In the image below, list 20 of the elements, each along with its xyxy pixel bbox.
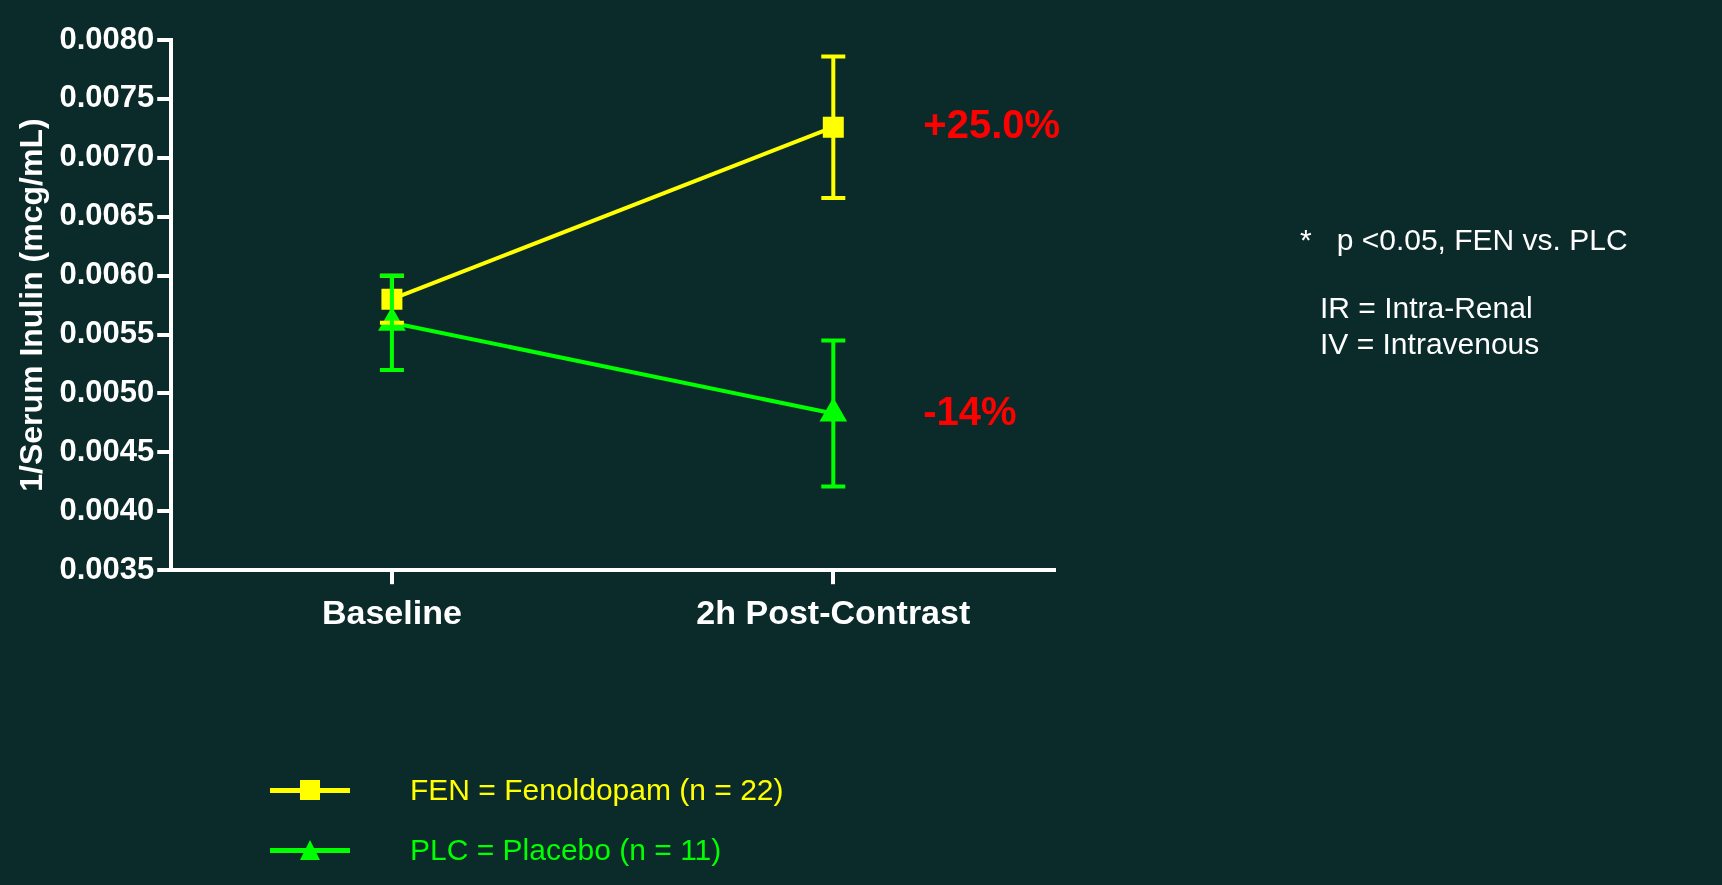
- y-tick-label: 0.0080: [59, 20, 155, 56]
- y-tick-label: 0.0035: [59, 550, 155, 586]
- y-tick-label: 0.0070: [59, 138, 155, 174]
- y-tick-label: 0.0075: [59, 79, 155, 115]
- legend-label: PLC = Placebo (n = 11): [410, 833, 722, 867]
- y-axis-title: 1/Serum Inulin (mcg/mL): [13, 118, 50, 492]
- y-tick-label: 0.0045: [59, 432, 155, 468]
- y-tick-label: 0.0040: [59, 491, 155, 527]
- y-tick-label: 0.0055: [59, 315, 155, 351]
- x-tick-label: 2h Post-Contrast: [696, 592, 971, 631]
- legend-label: FEN = Fenoldopam (n = 22): [410, 773, 784, 807]
- text: * p <0.05, FEN vs. PLC: [1300, 222, 1628, 258]
- y-tick-label: 0.0065: [59, 197, 155, 233]
- text: IV = Intravenous: [1319, 326, 1541, 362]
- text: IR = Intra-Renal: [1319, 290, 1534, 326]
- y-tick-label: 0.0050: [59, 374, 155, 410]
- annotation: -14%: [923, 388, 1017, 433]
- annotation: +25.0%: [923, 102, 1061, 147]
- x-tick-label: Baseline: [321, 592, 462, 631]
- y-tick-label: 0.0060: [59, 256, 155, 292]
